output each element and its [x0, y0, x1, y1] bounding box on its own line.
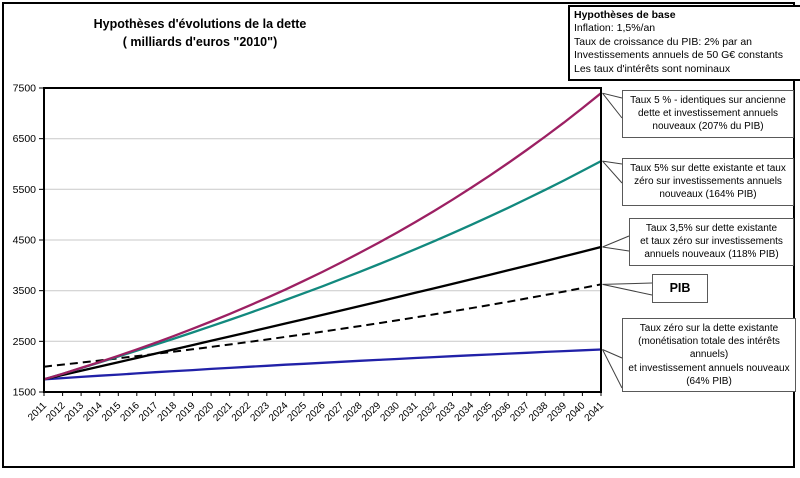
- x-tick-label: 2023: [248, 400, 272, 424]
- x-tick-label: 2028: [341, 400, 365, 424]
- x-tick-label: 2022: [230, 400, 254, 424]
- x-tick-label: 2035: [471, 400, 495, 424]
- x-tick-label: 2013: [63, 400, 87, 424]
- callout-leader-line: [602, 349, 623, 389]
- callout-taux-zero: Taux zéro sur la dette existante (monéti…: [622, 318, 796, 392]
- y-tick-label: 6500: [13, 133, 37, 145]
- x-tick-label: 2027: [323, 400, 347, 424]
- x-tick-label: 2040: [564, 400, 588, 424]
- callout-leader-line: [602, 92, 623, 119]
- series-line-0: [43, 92, 602, 381]
- chart-title-line1: Hypothèses d'évolutions de la dette: [93, 17, 307, 31]
- x-tick-label: 2039: [546, 400, 570, 424]
- series-line-4: [43, 348, 602, 381]
- assumption-nominal-rates: Les taux d'intérêts sont nominaux: [574, 62, 731, 75]
- series-line-1: [43, 160, 602, 381]
- x-tick-label: 2025: [286, 400, 310, 424]
- x-tick-label: 2017: [137, 400, 161, 424]
- callout-leader-line: [602, 283, 653, 296]
- callout-taux5-existing: Taux 5% sur dette existante et taux zéro…: [622, 158, 794, 206]
- assumptions-heading: Hypothèses de base: [574, 9, 676, 21]
- x-tick-label: 2033: [434, 400, 458, 424]
- x-tick-label: 2024: [267, 400, 291, 424]
- callout-leader-line: [602, 246, 630, 252]
- x-tick-label: 2029: [360, 400, 384, 424]
- x-tick-label: 2041: [583, 400, 607, 424]
- assumption-gdp-growth: Taux de croissance du PIB: 2% par an: [574, 35, 753, 48]
- callout-leader-line: [602, 235, 630, 248]
- y-tick-label: 7500: [13, 83, 37, 95]
- x-tick-label: 2011: [26, 400, 49, 423]
- assumption-inflation: Inflation: 1,5%/an: [574, 22, 656, 35]
- callout-leader-line: [602, 282, 653, 285]
- x-tick-label: 2015: [100, 400, 124, 424]
- callout-leader-line: [602, 349, 623, 359]
- series-line-2: [43, 245, 602, 381]
- x-tick-label: 2021: [211, 400, 235, 424]
- x-tick-label: 2031: [397, 400, 421, 424]
- x-tick-label: 2030: [378, 400, 402, 424]
- chart-title: Hypothèses d'évolutions de la dette ( mi…: [55, 16, 345, 51]
- x-tick-label: 2026: [304, 400, 328, 424]
- x-tick-label: 2032: [416, 400, 440, 424]
- callout-leader-line: [602, 160, 623, 165]
- y-tick-label: 2500: [13, 336, 37, 348]
- callout-taux35-existing: Taux 3,5% sur dette existante et taux zé…: [629, 218, 794, 266]
- x-tick-label: 2019: [174, 400, 198, 424]
- x-tick-label: 2038: [527, 400, 551, 424]
- x-tick-label: 2036: [490, 400, 514, 424]
- y-tick-label: 1500: [13, 387, 37, 399]
- callout-leader-line: [602, 92, 623, 99]
- x-tick-label: 2034: [453, 400, 477, 424]
- y-tick-label: 4500: [13, 235, 37, 247]
- assumption-investments: Investissements annuels de 50 G€ constan…: [574, 49, 783, 62]
- chart-title-line2: ( milliards d'euros "2010"): [122, 34, 278, 49]
- x-tick-label: 2020: [193, 400, 217, 424]
- callout-taux5-full: Taux 5 % - identiques sur ancienne dette…: [622, 90, 794, 138]
- assumptions-box: Hypothèses de base Inflation: 1,5%/an Ta…: [568, 5, 800, 82]
- x-tick-label: 2018: [156, 400, 180, 424]
- x-tick-label: 2037: [508, 400, 532, 424]
- y-tick-label: 5500: [13, 184, 37, 196]
- callout-leader-line: [602, 160, 623, 184]
- callout-pib: PIB: [652, 274, 708, 303]
- x-tick-label: 2014: [81, 400, 105, 424]
- series-line-3: [43, 283, 602, 368]
- x-tick-label: 2016: [118, 400, 142, 424]
- y-tick-label: 3500: [13, 285, 37, 297]
- x-tick-label: 2012: [44, 400, 68, 424]
